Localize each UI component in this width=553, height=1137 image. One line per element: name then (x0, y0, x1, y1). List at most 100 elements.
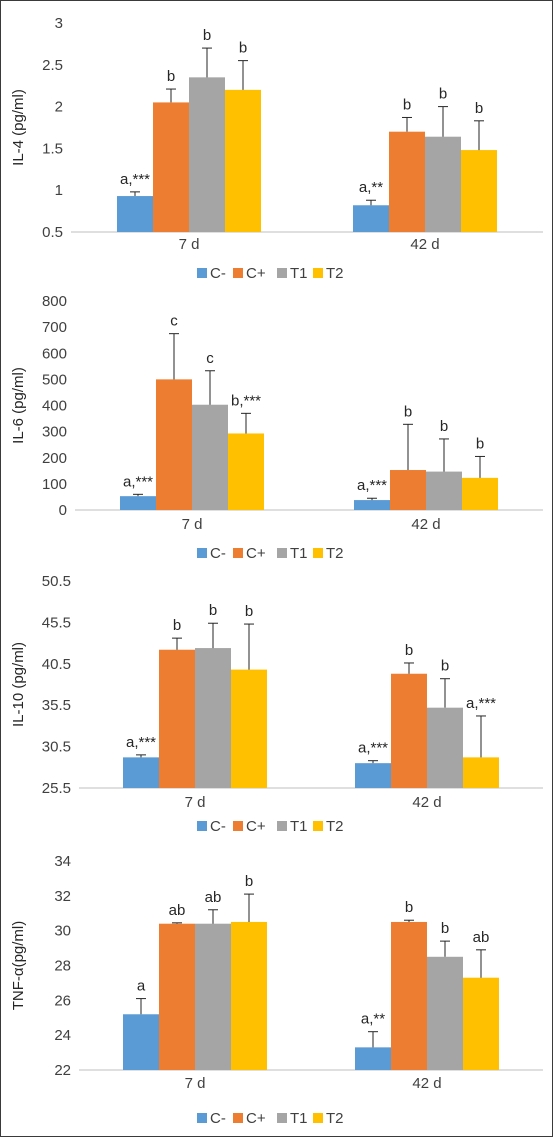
y-tick-label: 800 (42, 293, 67, 310)
bar-cminus (355, 1047, 391, 1070)
significance-label: b (209, 602, 217, 619)
significance-label: b (404, 403, 412, 420)
legend-swatch (233, 268, 243, 278)
legend-label: T1 (290, 265, 308, 282)
y-axis-label: IL-10 (pg/ml) (10, 642, 27, 727)
y-tick-label: 400 (42, 398, 67, 415)
legend-swatch (233, 821, 243, 831)
bar-t1 (195, 923, 231, 1070)
y-tick-label: 35.5 (42, 697, 71, 714)
legend-label: C+ (246, 818, 266, 835)
bar-t1 (425, 136, 461, 232)
y-tick-label: 32 (54, 888, 71, 905)
significance-label: ab (473, 929, 490, 946)
x-category-label: 42 d (410, 236, 439, 253)
bar-cminus (123, 757, 159, 788)
significance-label: b (441, 658, 449, 675)
significance-label: b (405, 642, 413, 659)
x-category-label: 42 d (412, 794, 441, 811)
significance-label: b (203, 27, 211, 44)
significance-label: b (439, 86, 447, 103)
y-tick-label: 24 (54, 1027, 71, 1044)
significance-label: b (167, 68, 175, 85)
significance-label: b (245, 873, 253, 890)
legend-label: T2 (326, 545, 344, 562)
y-tick-label: 500 (42, 371, 67, 388)
y-tick-label: 100 (42, 476, 67, 493)
bar-t1 (195, 648, 231, 788)
legend-swatch (197, 268, 207, 278)
y-tick-label: 25.5 (42, 780, 71, 797)
y-tick-label: 28 (54, 958, 71, 975)
y-tick-label: 600 (42, 345, 67, 362)
significance-label: a,** (359, 179, 383, 196)
significance-label: b (476, 435, 484, 452)
bar-t2 (463, 977, 499, 1070)
legend-label: T1 (290, 1110, 308, 1127)
significance-label: ab (169, 902, 186, 919)
y-tick-label: 2.5 (42, 57, 63, 74)
y-tick-label: 22 (54, 1062, 71, 1079)
bar-t2 (228, 433, 264, 510)
legend-swatch (277, 268, 287, 278)
legend-label: T2 (326, 1110, 344, 1127)
significance-label: b (403, 96, 411, 113)
significance-label: a,*** (126, 734, 156, 751)
y-tick-label: 300 (42, 424, 67, 441)
legend-swatch (277, 821, 287, 831)
y-tick-label: 34 (54, 853, 71, 870)
bar-t1 (427, 707, 463, 788)
significance-label: c (170, 313, 178, 330)
x-category-label: 42 d (411, 516, 440, 533)
bar-t2 (231, 921, 267, 1070)
significance-label: a,** (361, 1011, 385, 1028)
significance-label: b (245, 603, 253, 620)
bar-t2 (462, 477, 498, 510)
significance-label: ab (205, 889, 222, 906)
x-category-label: 42 d (412, 1075, 441, 1092)
legend-label: T1 (290, 545, 308, 562)
legend-label: C- (210, 265, 226, 282)
bar-cplus (390, 470, 426, 510)
legend-label: T2 (326, 265, 344, 282)
legend-label: C- (210, 1110, 226, 1127)
bar-t2 (461, 150, 497, 232)
y-axis-label: TNF-α(pg/ml) (10, 921, 27, 1011)
y-tick-label: 0.5 (42, 224, 63, 241)
bar-cminus (354, 500, 390, 510)
y-tick-label: 40.5 (42, 656, 71, 673)
legend-label: C- (210, 818, 226, 835)
x-category-label: 7 d (182, 516, 203, 533)
significance-label: a (137, 978, 146, 995)
bar-cminus (123, 1014, 159, 1070)
bar-cplus (391, 921, 427, 1070)
bar-t2 (231, 669, 267, 788)
legend-swatch (277, 1113, 287, 1123)
bar-cplus (153, 102, 189, 232)
y-tick-label: 0 (59, 502, 67, 519)
y-tick-label: 3 (55, 15, 63, 32)
significance-label: a,*** (466, 695, 496, 712)
legend-swatch (277, 548, 287, 558)
significance-label: c (206, 350, 214, 367)
y-axis-label: IL-4 (pg/ml) (10, 89, 27, 166)
bar-t2 (225, 89, 261, 232)
significance-label: a,*** (123, 473, 153, 490)
bar-t1 (189, 77, 225, 232)
significance-label: b,*** (231, 392, 261, 409)
bar-t2 (463, 757, 499, 788)
legend-label: C+ (246, 1110, 266, 1127)
significance-label: b (475, 100, 483, 117)
significance-label: b (405, 899, 413, 916)
legend-swatch (197, 821, 207, 831)
legend-label: T2 (326, 818, 344, 835)
legend-swatch (233, 1113, 243, 1123)
bar-t1 (427, 956, 463, 1070)
bar-cplus (389, 131, 425, 232)
y-tick-label: 1.5 (42, 140, 63, 157)
bar-cminus (117, 196, 153, 232)
bar-cminus (353, 205, 389, 232)
y-tick-label: 2 (55, 99, 63, 116)
